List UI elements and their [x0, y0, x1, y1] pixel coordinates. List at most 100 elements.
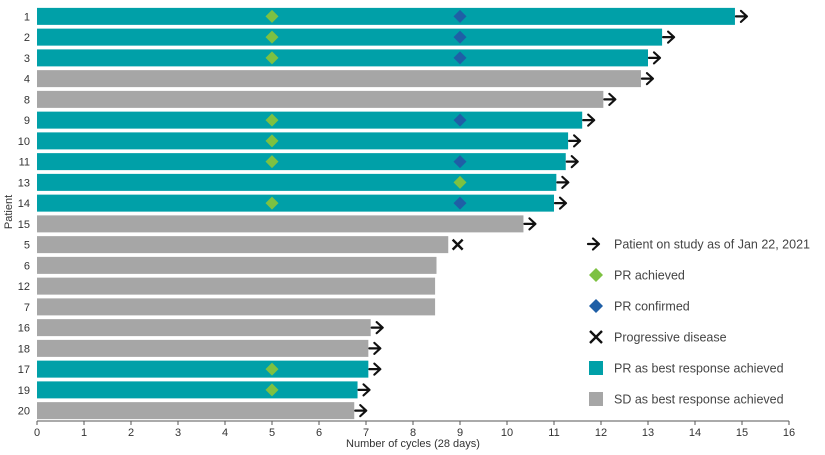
legend-label-pr-confirmed: PR confirmed	[614, 300, 690, 314]
bar-patient-2	[37, 28, 663, 46]
on-study-arrow	[568, 134, 582, 148]
x-tick-label: 11	[548, 427, 559, 439]
pr-achieved-marker	[265, 196, 279, 210]
pr-achieved-marker	[265, 134, 279, 148]
bar-patient-5	[37, 236, 449, 254]
on-study-arrow	[523, 217, 537, 231]
x-tick-label: 9	[457, 427, 463, 439]
bar-patient-13	[37, 173, 557, 191]
x-tick-label: 7	[363, 427, 369, 439]
markers-layer	[265, 9, 749, 418]
bar-patient-10	[37, 132, 569, 150]
legend-sd-bar-swatch	[589, 392, 603, 406]
on-study-arrow	[354, 404, 368, 418]
bar-patient-14	[37, 194, 554, 212]
bar-patient-18	[37, 339, 369, 357]
legend-label-progressive: Progressive disease	[614, 331, 727, 345]
y-tick-label: 6	[24, 260, 30, 272]
on-study-arrow	[640, 72, 655, 86]
y-tick-label: 1	[24, 11, 30, 23]
pr-achieved-marker	[265, 383, 279, 397]
legend-label-sd-bar: SD as best response achieved	[614, 393, 784, 407]
y-tick-label: 11	[19, 157, 30, 169]
bar-patient-1	[37, 7, 735, 25]
on-study-arrow	[647, 51, 662, 65]
on-study-arrow	[565, 155, 579, 169]
pr-achieved-marker	[265, 155, 279, 169]
legend-label-on-study: Patient on study as of Jan 22, 2021	[614, 238, 810, 252]
x-tick-label: 16	[783, 427, 795, 439]
y-tick-label: 5	[24, 240, 30, 252]
x-tick-label: 1	[81, 427, 87, 439]
y-tick-label: 19	[18, 385, 30, 397]
legend-pr-confirmed-icon	[589, 299, 603, 313]
pr-confirmed-marker	[453, 30, 467, 44]
y-tick-label: 20	[18, 406, 30, 418]
pr-confirmed-marker	[453, 9, 467, 23]
y-tick-label: 18	[18, 343, 30, 355]
x-tick-label: 6	[316, 427, 322, 439]
on-study-arrow	[553, 196, 568, 210]
bar-patient-9	[37, 111, 583, 129]
on-study-arrow	[734, 9, 749, 23]
legend-label-pr-achieved: PR achieved	[614, 269, 685, 283]
x-tick-label: 0	[34, 427, 40, 439]
bar-patient-17	[37, 360, 369, 378]
x-tick-label: 2	[128, 427, 134, 439]
y-tick-label: 10	[18, 136, 30, 148]
on-study-arrow	[370, 321, 384, 335]
y-tick-label: 15	[18, 219, 30, 231]
pr-achieved-marker	[453, 175, 467, 189]
legend-arrow-icon	[586, 237, 601, 251]
on-study-arrow	[357, 383, 371, 397]
bar-patient-8	[37, 90, 604, 108]
y-tick-label: 2	[24, 32, 30, 44]
on-study-arrow	[662, 30, 676, 44]
x-tick-label: 8	[410, 427, 416, 439]
legend-pr-bar-swatch	[589, 361, 603, 375]
pr-confirmed-marker	[453, 113, 467, 127]
on-study-arrow	[368, 341, 382, 355]
y-tick-label: 17	[18, 364, 30, 376]
progressive-disease-marker	[451, 238, 464, 251]
bar-patient-4	[37, 70, 641, 88]
y-tick-label: 14	[18, 198, 30, 210]
bar-patient-20	[37, 402, 355, 420]
bar-patient-6	[37, 256, 437, 274]
y-tick-label: 9	[24, 115, 30, 127]
bar-patient-12	[37, 277, 436, 295]
legend-pr-achieved-icon	[589, 268, 603, 282]
bar-patient-19	[37, 381, 358, 399]
x-tick-label: 5	[269, 427, 275, 439]
pr-confirmed-marker	[453, 51, 467, 65]
legend: Patient on study as of Jan 22, 2021 PR ac…	[586, 237, 810, 407]
on-study-arrow	[582, 113, 596, 127]
y-tick-label: 8	[24, 94, 30, 106]
x-tick-label: 10	[501, 427, 513, 439]
x-tick-label: 12	[595, 427, 607, 439]
pr-achieved-marker	[265, 362, 279, 376]
y-tick-label: 3	[24, 53, 30, 65]
x-tick-label: 14	[689, 427, 701, 439]
x-axis-title: Number of cycles (28 days)	[346, 438, 480, 450]
pr-achieved-marker	[265, 9, 279, 23]
bar-patient-11	[37, 153, 566, 171]
bar-patient-16	[37, 319, 371, 337]
y-tick-label: 13	[18, 177, 30, 189]
bar-patient-3	[37, 49, 648, 67]
y-tick-label: 12	[18, 281, 30, 293]
x-tick-label: 15	[736, 427, 748, 439]
y-tick-label: 4	[24, 74, 30, 86]
y-axis-title: Patient	[3, 195, 15, 229]
x-tick-label: 3	[175, 427, 181, 439]
pr-achieved-marker	[265, 51, 279, 65]
y-tick-label: 7	[24, 302, 30, 314]
on-study-arrow	[603, 92, 617, 106]
pr-achieved-marker	[265, 113, 279, 127]
y-tick-label: 16	[18, 323, 30, 335]
x-tick-label: 13	[642, 427, 654, 439]
on-study-arrow	[556, 175, 570, 189]
legend-label-pr-bar: PR as best response achieved	[614, 362, 784, 376]
legend-progressive-icon	[589, 330, 603, 344]
